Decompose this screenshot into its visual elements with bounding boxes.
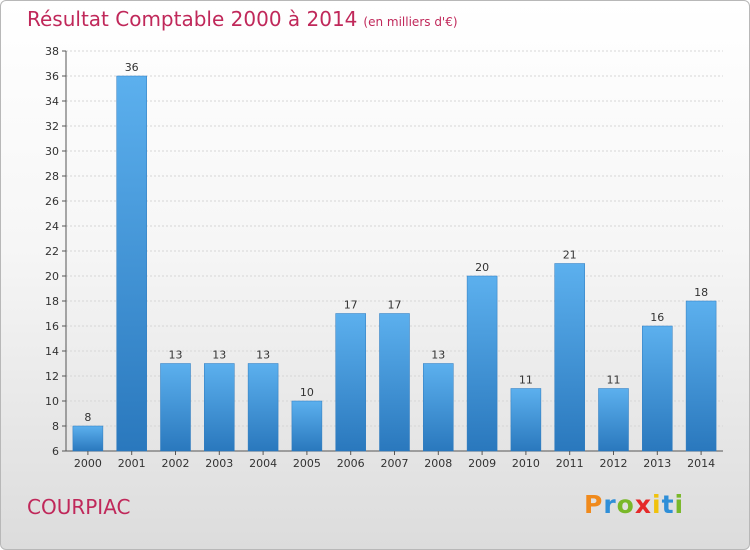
bar-value-label: 18: [694, 286, 708, 299]
x-tick-label: 2014: [687, 457, 715, 470]
bar: [466, 275, 498, 452]
x-tick-label: 2004: [249, 457, 277, 470]
bar: [247, 363, 279, 452]
y-tick-label: 10: [45, 395, 59, 408]
y-tick-label: 6: [52, 445, 59, 458]
y-tick-label: 18: [45, 295, 59, 308]
x-tick-label: 2000: [74, 457, 102, 470]
logo-letter: o: [616, 490, 635, 519]
y-tick-label: 34: [45, 95, 59, 108]
bar: [204, 363, 235, 452]
commune-name: COURPIAC: [27, 495, 131, 519]
bar-value-label: 11: [519, 374, 533, 387]
x-tick-label: 2007: [381, 457, 409, 470]
bar-value-label: 36: [125, 61, 139, 74]
logo-letter: i: [652, 490, 662, 519]
bar: [160, 363, 191, 452]
bar-value-label: 13: [212, 349, 226, 362]
logo-letter: t: [661, 490, 675, 519]
bar: [510, 388, 542, 452]
y-tick-label: 8: [52, 420, 59, 433]
bar: [423, 363, 454, 452]
bar: [642, 325, 673, 452]
x-tick-label: 2010: [512, 457, 540, 470]
y-tick-label: 30: [45, 145, 59, 158]
bar-value-label: 21: [563, 249, 577, 262]
chart-title: Résultat Comptable 2000 à 2014 (en millie…: [27, 7, 458, 31]
bar: [685, 300, 717, 452]
bar: [554, 263, 585, 452]
x-tick-label: 2003: [205, 457, 233, 470]
bar: [116, 75, 147, 452]
bar-value-label: 8: [84, 411, 91, 424]
chart-subtitle: (en milliers d'€): [363, 15, 458, 29]
x-tick-label: 2012: [600, 457, 628, 470]
logo-letter: i: [674, 490, 685, 519]
bar-value-label: 13: [431, 349, 445, 362]
y-tick-label: 20: [45, 270, 59, 283]
y-tick-label: 24: [45, 220, 59, 233]
x-tick-label: 2013: [643, 457, 671, 470]
proxiti-logo: Proxiti: [584, 490, 684, 519]
x-tick-label: 2011: [556, 457, 584, 470]
bar: [598, 388, 629, 452]
bar-value-label: 10: [300, 386, 314, 399]
x-tick-label: 2006: [337, 457, 365, 470]
bar-value-label: 17: [388, 299, 402, 312]
bar: [291, 400, 323, 452]
x-tick-label: 2002: [162, 457, 190, 470]
y-tick-label: 28: [45, 170, 59, 183]
bar-value-label: 16: [650, 311, 664, 324]
logo-letter: x: [634, 490, 652, 519]
y-tick-label: 16: [45, 320, 59, 333]
y-tick-label: 36: [45, 70, 59, 83]
bar: [72, 425, 104, 452]
y-tick-label: 22: [45, 245, 59, 258]
y-tick-label: 26: [45, 195, 59, 208]
bar-value-label: 11: [607, 374, 621, 387]
y-tick-label: 38: [45, 45, 59, 58]
bar: [335, 313, 366, 452]
logo-letter: r: [603, 490, 617, 519]
x-tick-label: 2009: [468, 457, 496, 470]
x-tick-label: 2005: [293, 457, 321, 470]
y-tick-label: 12: [45, 370, 59, 383]
logo-letter: P: [584, 490, 604, 519]
bar-value-label: 13: [169, 349, 183, 362]
y-tick-label: 32: [45, 120, 59, 133]
bar: [379, 313, 410, 452]
bar-value-label: 17: [344, 299, 358, 312]
bar-value-label: 20: [475, 261, 489, 274]
x-tick-label: 2001: [118, 457, 146, 470]
x-tick-label: 2008: [424, 457, 452, 470]
bar-value-label: 13: [256, 349, 270, 362]
y-tick-label: 14: [45, 345, 59, 358]
